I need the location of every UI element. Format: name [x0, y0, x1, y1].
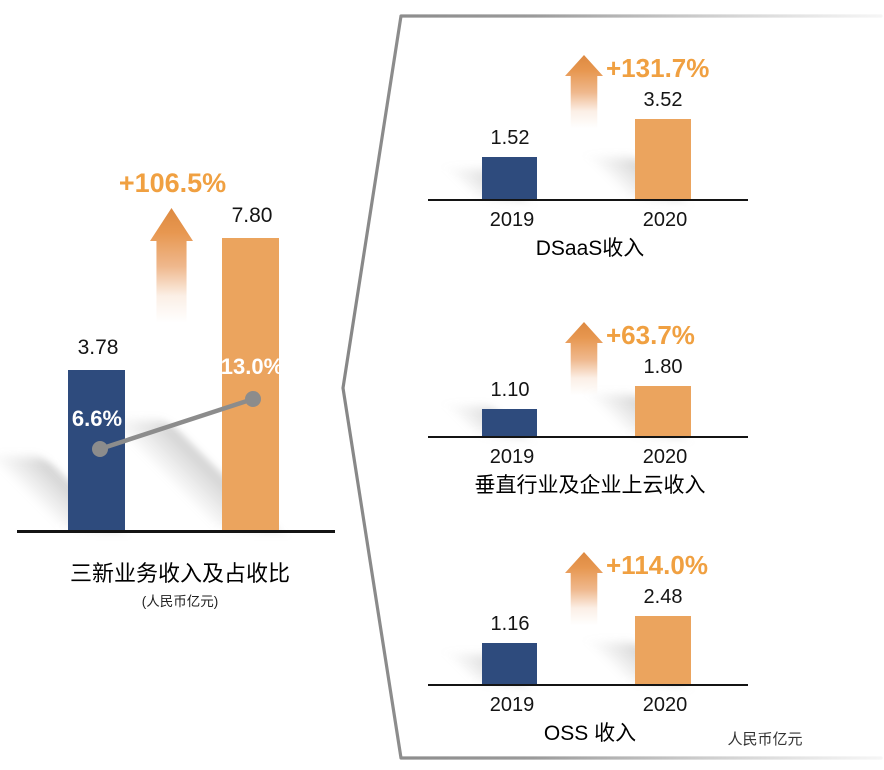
oss-year-2020: 2020: [642, 694, 688, 716]
oss-year-2019: 2019: [489, 694, 535, 716]
oss-axis-baseline: [428, 684, 748, 686]
growth-up-arrow-icon: [565, 322, 603, 400]
main-value-2020: 7.80: [231, 204, 273, 227]
main-share-2019: 6.6%: [71, 406, 123, 431]
vertical-value-2020: 1.80: [643, 356, 683, 378]
main-bar-2020: [222, 238, 279, 530]
oss-bar-2020: [635, 616, 691, 684]
main-share-2020: 13.0%: [220, 354, 284, 379]
mini-chart-dsaas: +131.7% 1.52 3.52 2019 2020 DSaaS收入: [420, 29, 760, 269]
vertical-year-2019: 2019: [489, 446, 535, 468]
dsaas-year-2019: 2019: [489, 209, 535, 231]
vertical-year-2020: 2020: [642, 446, 688, 468]
growth-up-arrow-icon: [565, 55, 603, 133]
mini-chart-oss: +114.0% 1.16 2.48 2019 2020 OSS 收入: [420, 514, 760, 754]
vertical-chart-title: 垂直行业及企业上云收入: [474, 474, 706, 497]
oss-bar-2019: [482, 643, 537, 684]
oss-value-2019: 1.16: [490, 613, 530, 635]
dsaas-bar-2019: [482, 157, 537, 199]
currency-unit-note: 人民币亿元: [727, 731, 803, 748]
main-axis-baseline: [17, 530, 335, 533]
dsaas-year-2020: 2020: [642, 209, 688, 231]
vertical-axis-baseline: [428, 436, 748, 438]
oss-chart-title: OSS 收入: [543, 722, 637, 745]
main-growth-label: +106.5%: [118, 168, 227, 198]
dsaas-growth-label: +131.7%: [606, 53, 710, 83]
oss-growth-label: +114.0%: [606, 550, 708, 580]
dsaas-axis-baseline: [428, 199, 748, 201]
main-chart-title: 三新业务收入及占收比: [69, 561, 290, 586]
main-chart-three-new-business: +106.5% 7.80 3.78 6.6% 13.0% 三新业务收入及占收比 …: [0, 160, 350, 620]
vertical-growth-label: +63.7%: [606, 320, 695, 350]
dsaas-value-2020: 3.52: [643, 89, 683, 111]
dsaas-bar-2020: [635, 119, 691, 199]
vertical-bar-2020: [635, 386, 691, 436]
main-value-2019: 3.78: [77, 336, 119, 359]
dsaas-value-2019: 1.52: [490, 127, 530, 149]
vertical-bar-2019: [482, 409, 537, 436]
growth-up-arrow-icon: [565, 552, 603, 630]
mini-chart-vertical-cloud: +63.7% 1.10 1.80 2019 2020 垂直行业及企业上云收入: [420, 266, 760, 506]
dsaas-chart-title: DSaaS收入: [535, 237, 645, 260]
main-chart-unit-subtitle: (人民币亿元): [141, 594, 219, 609]
vertical-value-2019: 1.10: [490, 379, 530, 401]
share-trend-connector-line: [92, 391, 261, 457]
oss-value-2020: 2.48: [643, 586, 683, 608]
